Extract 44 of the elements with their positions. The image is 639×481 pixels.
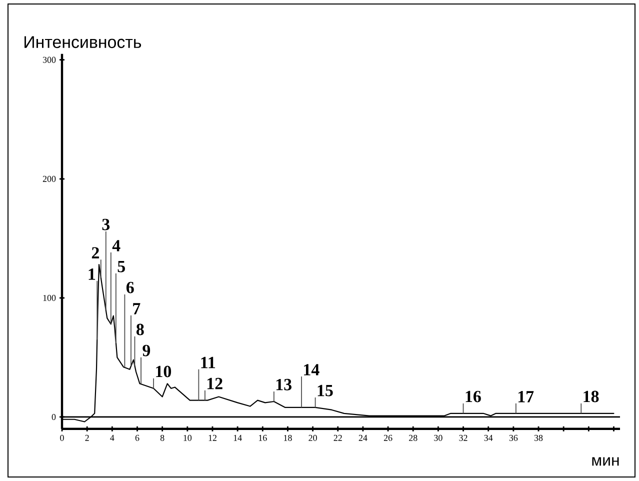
x-axis-title: мин xyxy=(592,457,619,466)
chart-title: Интенсивность xyxy=(24,36,142,48)
x-tick-label: 20 xyxy=(308,434,317,441)
annotation: 5 xyxy=(118,260,125,272)
annotation: 1 xyxy=(88,268,96,280)
annotation: 9 xyxy=(142,344,150,356)
annotation: 13 xyxy=(276,378,292,390)
x-tick-label: 24 xyxy=(358,434,368,441)
y-tick-label: 100 xyxy=(43,294,56,301)
x-tick-label: 2 xyxy=(85,434,89,441)
annotation: 12 xyxy=(208,378,222,390)
x-tick-label: 30 xyxy=(434,434,442,441)
x-tick-label: 4 xyxy=(110,434,114,441)
x-tick-label: 34 xyxy=(484,434,493,441)
annotation: 18 xyxy=(584,390,599,402)
x-tick-label: 14 xyxy=(234,434,242,441)
annotation: 10 xyxy=(156,366,172,378)
annotation: 16 xyxy=(466,390,481,402)
x-tick-label: 12 xyxy=(208,434,216,441)
annotation: 15 xyxy=(318,384,333,396)
x-tick-label: 18 xyxy=(284,434,292,441)
x-tick-label: 6 xyxy=(135,434,140,441)
x-tick-label: 0 xyxy=(60,434,64,441)
x-tick-label: 28 xyxy=(409,434,418,441)
x-tick-label: 32 xyxy=(459,434,468,441)
x-tick-label: 8 xyxy=(160,434,164,441)
x-tick-label: 38 xyxy=(534,434,543,441)
annotation: 3 xyxy=(102,218,110,230)
annotation: 11 xyxy=(201,356,216,368)
x-tick-label: 16 xyxy=(258,434,267,441)
x-tick-label: 22 xyxy=(334,434,342,441)
annotation: 8 xyxy=(136,324,144,336)
annotation: 14 xyxy=(304,364,320,376)
annotation: 7 xyxy=(133,303,140,314)
y-tick-label: 300 xyxy=(42,56,56,63)
y-tick-label: 0 xyxy=(52,414,56,420)
annotation: 2 xyxy=(92,247,99,258)
annotation: 4 xyxy=(112,240,120,252)
annotation: 6 xyxy=(126,282,134,294)
x-tick-label: 10 xyxy=(184,434,192,441)
annotation: 17 xyxy=(518,391,534,402)
x-tick-label: 36 xyxy=(509,434,518,441)
y-tick-label: 200 xyxy=(42,176,56,182)
x-tick-label: 26 xyxy=(384,434,392,441)
